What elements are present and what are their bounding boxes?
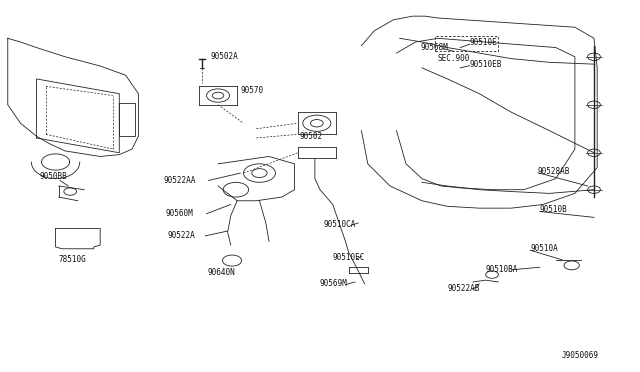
Text: 90510EC: 90510EC bbox=[333, 253, 365, 263]
Text: 90522A: 90522A bbox=[167, 231, 195, 240]
Text: 90522AB: 90522AB bbox=[447, 284, 480, 293]
Text: 90528AB: 90528AB bbox=[538, 167, 570, 176]
Text: 90510E: 90510E bbox=[470, 38, 497, 47]
Text: 90510CA: 90510CA bbox=[323, 220, 356, 229]
Text: 90510B: 90510B bbox=[540, 205, 568, 215]
Text: 90510BA: 90510BA bbox=[486, 264, 518, 273]
Text: 9050BB: 9050BB bbox=[40, 172, 67, 181]
Text: J9050069: J9050069 bbox=[562, 351, 599, 360]
Text: 90522AA: 90522AA bbox=[164, 176, 196, 185]
Text: 90502: 90502 bbox=[300, 132, 323, 141]
Text: 90560M: 90560M bbox=[166, 209, 193, 218]
Text: 90510A: 90510A bbox=[531, 244, 558, 253]
Bar bbox=[119, 103, 135, 136]
Text: 90640N: 90640N bbox=[207, 268, 235, 277]
Text: 90570: 90570 bbox=[241, 86, 264, 94]
Text: 90569M: 90569M bbox=[320, 279, 348, 288]
Text: 78510G: 78510G bbox=[59, 255, 86, 264]
Text: SEC.900: SEC.900 bbox=[438, 54, 470, 63]
Text: 90502A: 90502A bbox=[211, 52, 238, 61]
Text: 90568M: 90568M bbox=[420, 44, 449, 52]
Text: 90510EB: 90510EB bbox=[470, 60, 502, 69]
